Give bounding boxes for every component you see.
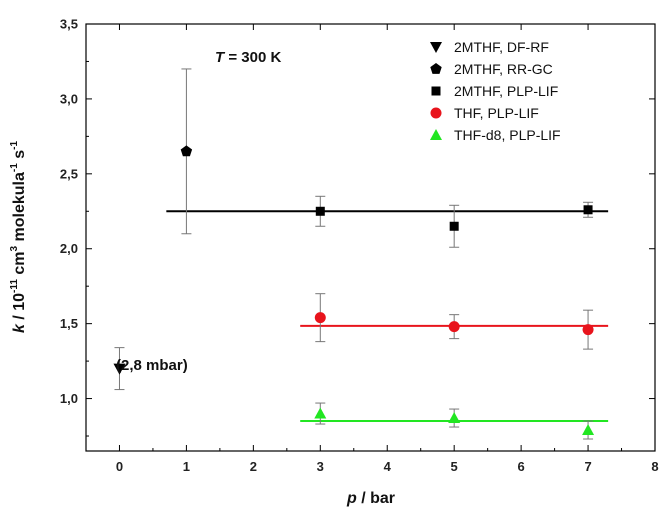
temperature-annotation: T = 300 K bbox=[215, 49, 281, 66]
legend-marker bbox=[430, 129, 442, 140]
data-point bbox=[314, 312, 326, 324]
x-tick-label: 7 bbox=[584, 459, 591, 474]
data-points bbox=[113, 68, 595, 440]
y-axis-symbol: k bbox=[11, 323, 28, 333]
x-tick-label: 5 bbox=[451, 459, 458, 474]
legend-label: 2MTHF, RR-GC bbox=[454, 61, 553, 77]
x-axis-unit: / bar bbox=[357, 490, 395, 507]
data-point bbox=[582, 424, 595, 436]
data-point bbox=[180, 145, 193, 157]
pressure-annotation: (2,8 mbar) bbox=[116, 357, 188, 374]
x-tick-label: 4 bbox=[384, 459, 392, 474]
fit-lines bbox=[166, 210, 609, 423]
x-tick-label: 3 bbox=[317, 459, 324, 474]
legend-marker bbox=[430, 107, 442, 119]
y-tick-label: 1,0 bbox=[60, 391, 78, 406]
legend-label: THF-d8, PLP-LIF bbox=[454, 127, 561, 143]
legend: 2MTHF, DF-RF 2MTHF, RR-GC 2MTHF, PLP-LIF TH… bbox=[430, 39, 561, 143]
x-axis-symbol: p bbox=[346, 490, 357, 507]
legend-marker bbox=[430, 63, 442, 74]
temperature-symbol: T bbox=[215, 49, 226, 66]
data-point bbox=[314, 407, 327, 419]
data-point bbox=[583, 205, 593, 215]
x-tick-label: 8 bbox=[651, 459, 658, 474]
y-tick-label: 2,5 bbox=[60, 166, 78, 181]
legend-label: 2MTHF, DF-RF bbox=[454, 39, 549, 55]
y-tick-label: 3,0 bbox=[60, 91, 78, 106]
x-tick-label: 0 bbox=[116, 459, 123, 474]
legend-marker bbox=[431, 86, 441, 96]
y-tick-label: 1,5 bbox=[60, 316, 78, 331]
data-point bbox=[582, 324, 594, 336]
data-point bbox=[449, 221, 459, 231]
x-tick-label: 1 bbox=[183, 459, 190, 474]
y-tick-label: 2,0 bbox=[60, 241, 78, 256]
data-point bbox=[315, 206, 325, 216]
y-axis-label: k / 10-11 cm3 molekula-1 s-1 bbox=[9, 141, 28, 333]
legend-label: THF, PLP-LIF bbox=[454, 105, 539, 121]
legend-label: 2MTHF, PLP-LIF bbox=[454, 83, 558, 99]
x-tick-label: 6 bbox=[518, 459, 525, 474]
legend-marker bbox=[430, 42, 442, 53]
ticks-layer: 0 1 2 3 4 5 6 7 8 1,0 1,5 2,0 2,5 3,0 3,5 bbox=[60, 17, 659, 475]
data-point bbox=[448, 412, 461, 424]
y-tick-label: 3,5 bbox=[60, 17, 78, 32]
data-point bbox=[113, 363, 126, 375]
x-axis-label: p / bar bbox=[346, 490, 395, 507]
plot-frame bbox=[85, 23, 656, 452]
data-point bbox=[448, 321, 460, 333]
temperature-value: = 300 K bbox=[224, 49, 281, 66]
x-tick-label: 2 bbox=[250, 459, 257, 474]
